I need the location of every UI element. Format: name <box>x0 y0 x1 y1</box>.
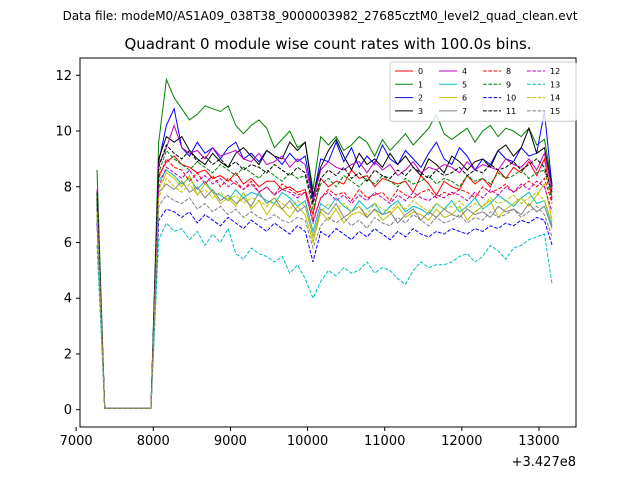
legend-label-11: 11 <box>506 107 516 116</box>
legend-label-13: 13 <box>550 80 560 89</box>
x-tick-label-10000: 10000 <box>287 434 328 449</box>
x-tick-label-13000: 13000 <box>518 434 559 449</box>
legend-label-12: 12 <box>550 67 560 76</box>
series-line-5 <box>96 169 553 409</box>
legend-label-4: 4 <box>462 67 467 76</box>
legend-label-2: 2 <box>418 94 423 103</box>
series-line-2 <box>96 107 553 409</box>
x-tick-label-7000: 7000 <box>60 434 93 449</box>
legend-label-1: 1 <box>418 80 423 89</box>
legend-label-3: 3 <box>418 107 423 116</box>
series-line-14 <box>96 177 553 409</box>
series-line-3 <box>96 126 553 409</box>
axes: 7000 8000 9000 10000 11000 12000 1300002468101… <box>55 57 577 470</box>
series-line-13 <box>96 222 553 409</box>
legend-label-15: 15 <box>550 107 560 116</box>
y-tick-label-6: 6 <box>64 236 72 251</box>
x-tick-label-9000: 9000 <box>214 434 247 449</box>
legend-label-5: 5 <box>462 80 467 89</box>
series-line-10 <box>96 208 553 409</box>
legend-label-8: 8 <box>506 67 511 76</box>
legend-label-10: 10 <box>506 94 516 103</box>
y-tick-label-10: 10 <box>55 125 72 140</box>
series-line-11 <box>96 144 553 409</box>
y-tick-label-2: 2 <box>64 347 72 362</box>
series-line-9 <box>96 149 553 409</box>
legend-label-6: 6 <box>462 94 467 103</box>
y-tick-label-12: 12 <box>55 69 72 84</box>
legend-label-0: 0 <box>418 67 423 76</box>
y-tick-label-4: 4 <box>64 292 72 307</box>
series-line-12 <box>96 166 553 409</box>
series-line-6 <box>96 172 553 409</box>
chart-title: Quadrant 0 module wise count rates with … <box>124 35 531 53</box>
x-tick-label-8000: 8000 <box>137 434 170 449</box>
x-offset-label: +3.427e8 <box>512 455 576 470</box>
legend-label-14: 14 <box>550 94 560 103</box>
chart-suptitle: Data file: modeM0/AS1A09_038T38_90000039… <box>63 9 578 23</box>
legend-label-9: 9 <box>506 80 511 89</box>
series-line-8 <box>96 157 553 409</box>
x-tick-label-12000: 12000 <box>441 434 482 449</box>
y-tick-label-8: 8 <box>64 180 72 195</box>
series-line-4 <box>96 123 553 409</box>
x-tick-label-11000: 11000 <box>364 434 405 449</box>
series-line-7 <box>96 180 553 409</box>
legend-label-7: 7 <box>462 107 467 116</box>
y-tick-label-0: 0 <box>64 403 72 418</box>
legend-box <box>389 61 577 122</box>
plot-area <box>96 77 553 409</box>
series-line-15 <box>96 194 553 409</box>
series-line-1 <box>96 77 553 409</box>
